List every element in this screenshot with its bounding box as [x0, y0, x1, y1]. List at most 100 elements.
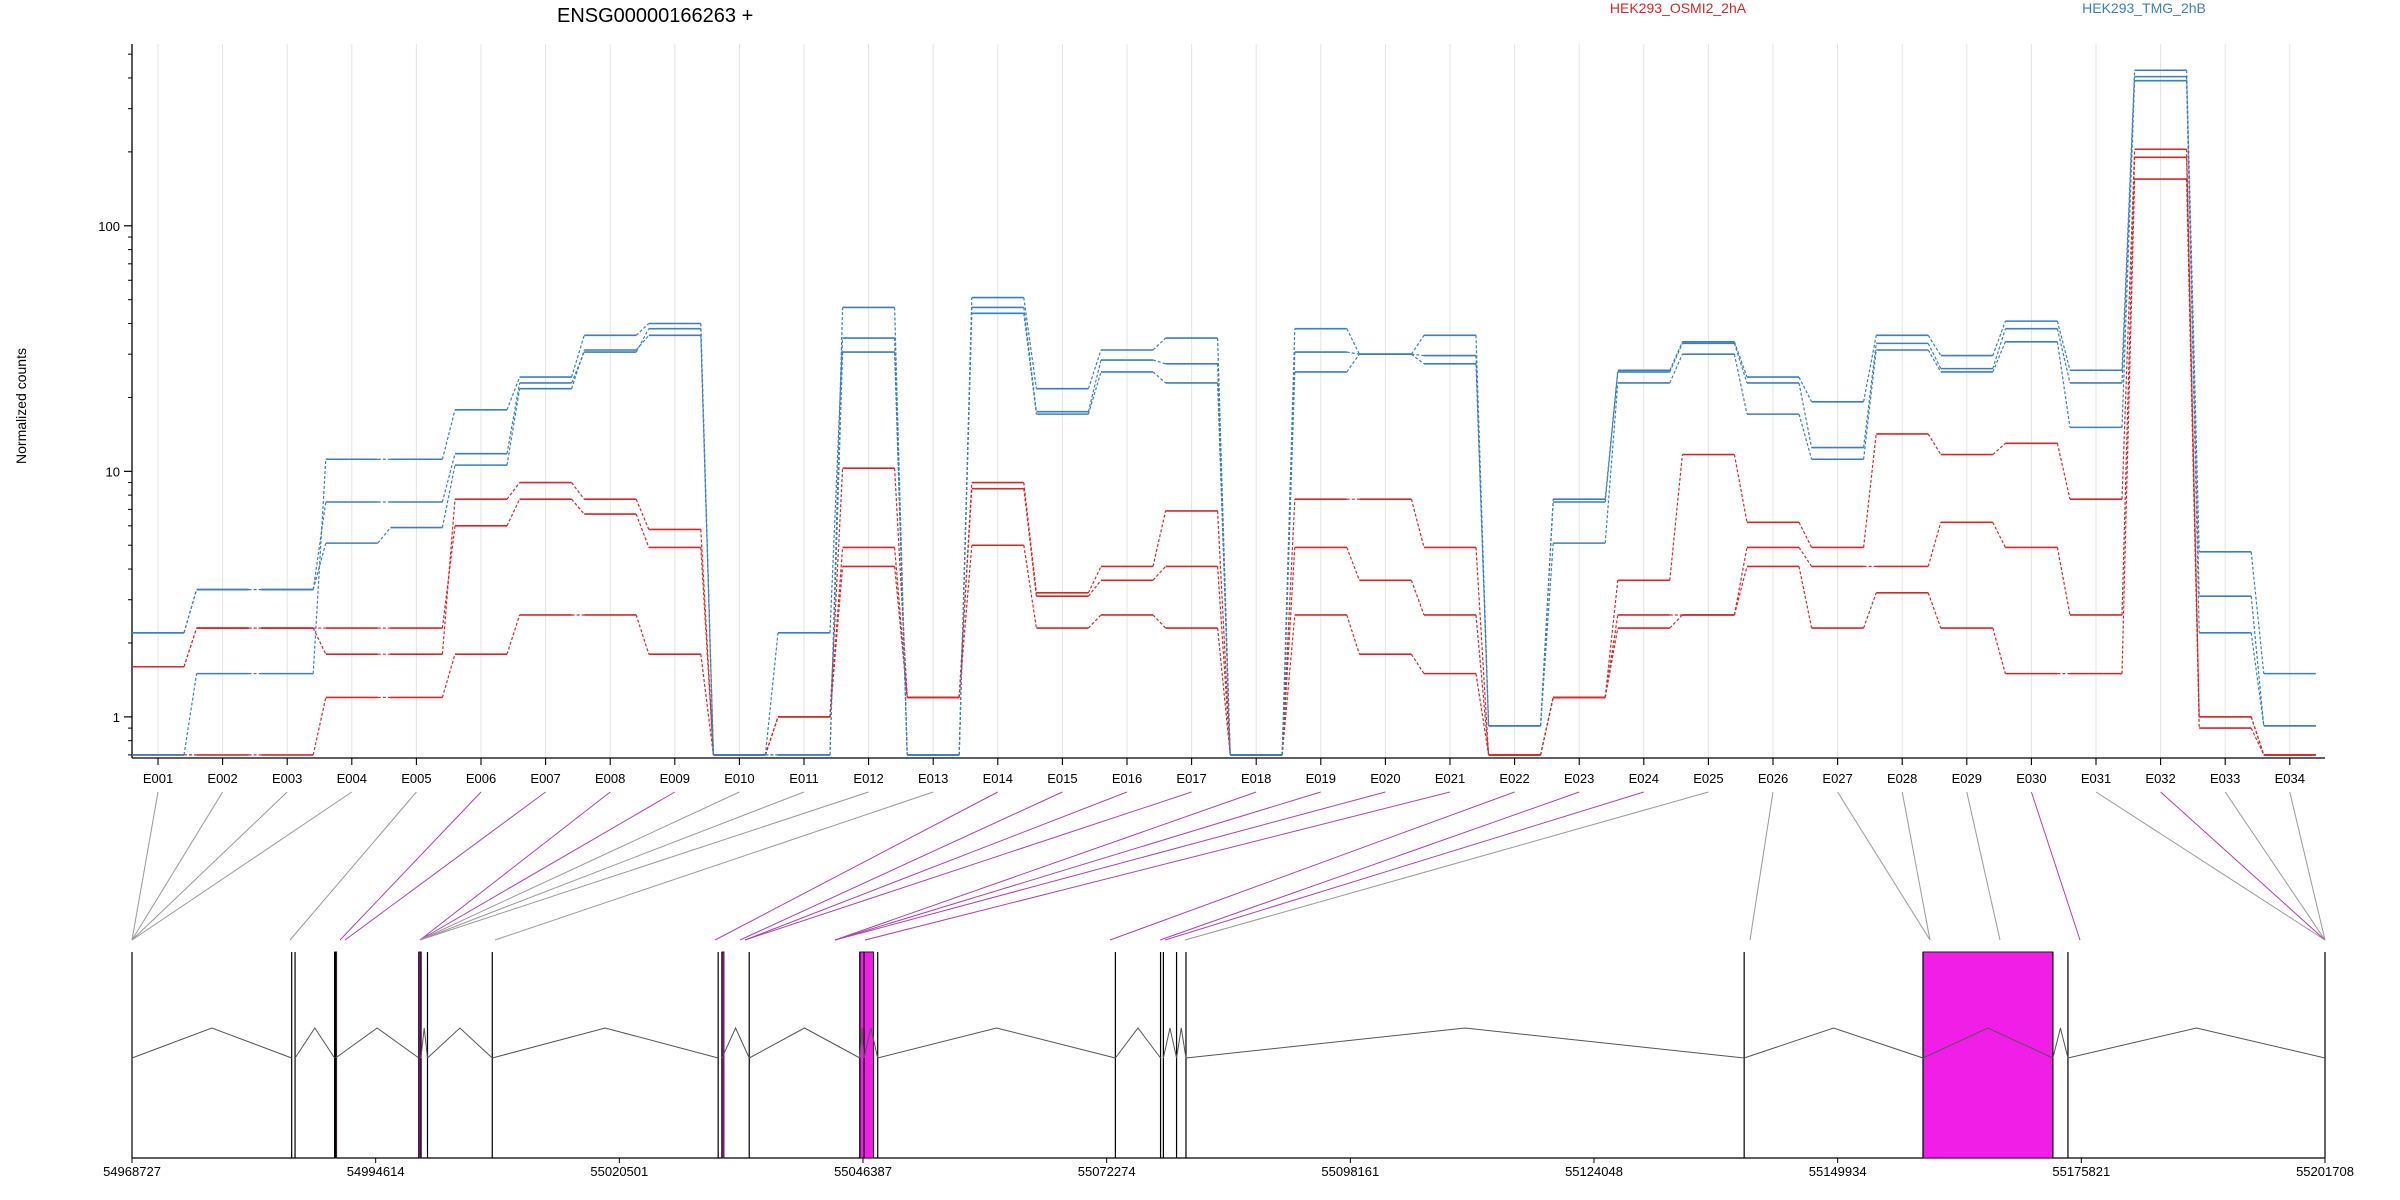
series-3-transition — [1281, 499, 1296, 755]
legend-entry-1: HEK293_OSMI2_2hA — [1610, 0, 1747, 16]
series-6-transition — [635, 323, 650, 336]
connector-E013 — [494, 791, 934, 941]
series-2-transition — [1992, 522, 2006, 548]
coordinate-label: 54994614 — [347, 1164, 405, 1179]
series-4-transition — [1798, 413, 1813, 460]
series-6-transition — [1475, 335, 1490, 726]
connector-E032 — [2160, 791, 2326, 941]
series-4-transition — [2121, 80, 2136, 428]
connector-E031 — [2095, 791, 2326, 941]
series-1-transition — [1023, 545, 1037, 629]
intron — [2067, 1027, 2326, 1059]
connector-E023 — [1159, 791, 1580, 941]
series-3-transition — [1927, 433, 1942, 455]
exon-block-highlighted — [859, 951, 874, 1159]
connector-E027 — [1837, 791, 1931, 941]
series-6-transition — [2056, 320, 2071, 371]
series-6-transition — [2121, 70, 2136, 371]
intron — [492, 1027, 719, 1059]
series-5-transition — [1733, 343, 1748, 384]
intron — [131, 1027, 292, 1059]
x-tick-label: E030 — [2016, 771, 2046, 786]
series-4-transition — [1863, 349, 1877, 460]
x-tick-label: E020 — [1370, 771, 1400, 786]
series-2-transition — [312, 697, 327, 756]
series-6-transition — [958, 297, 973, 755]
series-6-transition — [312, 459, 327, 674]
series-5-transition — [1927, 343, 1942, 369]
connector-E017 — [744, 791, 1192, 941]
series-6-transition — [1217, 338, 1231, 755]
connector-E011 — [419, 791, 805, 941]
series-5-transition — [2056, 328, 2071, 384]
series-3-transition — [183, 627, 198, 667]
series-5-transition — [2250, 596, 2265, 726]
connector-E001 — [131, 791, 159, 941]
series-6-transition — [1733, 341, 1748, 378]
series-6-transition — [700, 323, 714, 755]
series-2-transition — [1152, 566, 1167, 581]
series-2-transition — [1346, 547, 1360, 581]
series-6-transition — [1152, 337, 1167, 351]
series-4-transition — [1604, 382, 1619, 544]
x-tick-label: E013 — [918, 771, 948, 786]
series-4-transition — [1669, 353, 1683, 384]
series-3-transition — [1669, 454, 1683, 581]
series-6-transition — [1669, 341, 1683, 371]
series-4-transition — [441, 464, 456, 528]
series-4-transition — [1992, 341, 2006, 373]
series-1-transition — [1475, 673, 1490, 756]
x-tick-label: E002 — [207, 771, 237, 786]
intron — [1176, 1027, 1187, 1059]
connector-E019 — [834, 791, 1321, 941]
series-3-transition — [958, 482, 973, 698]
intron — [863, 1027, 879, 1059]
series-6-transition — [1087, 349, 1102, 389]
series-6-transition — [829, 307, 844, 755]
series-1-transition — [1992, 627, 2006, 674]
connector-E025 — [1184, 791, 1709, 941]
series-6-transition — [1540, 499, 1554, 726]
intron — [1162, 1027, 1178, 1059]
series-6-transition — [1604, 370, 1619, 500]
series-1-transition — [2121, 179, 2136, 674]
series-2-transition — [2121, 157, 2136, 615]
series-3-transition — [2250, 716, 2265, 756]
series-6-transition — [1863, 335, 1877, 402]
series-1-transition — [1410, 653, 1425, 674]
series-1-transition — [1281, 614, 1296, 755]
series-5-transition — [1798, 382, 1813, 448]
series-3-transition — [1798, 522, 1813, 548]
series-3-transition — [1733, 454, 1748, 523]
series-2-transition — [441, 654, 456, 698]
series-3-transition — [2056, 443, 2071, 500]
series-5-transition — [183, 589, 198, 633]
x-tick-label: E015 — [1047, 771, 1077, 786]
exon-block-highlighted — [1922, 951, 2054, 1159]
series-5-transition — [571, 351, 585, 384]
x-tick-label: E014 — [983, 771, 1013, 786]
series-5-transition — [506, 382, 521, 454]
connector-E010 — [419, 791, 740, 941]
connector-E003 — [131, 791, 288, 941]
series-1-transition — [1087, 614, 1102, 629]
x-tick-label: E019 — [1306, 771, 1336, 786]
series-3-transition — [635, 498, 650, 530]
series-6-transition — [1798, 376, 1813, 403]
series-6-transition — [1023, 297, 1037, 389]
series-3-transition — [1087, 566, 1102, 594]
series-2-transition — [2056, 547, 2071, 616]
series-2-transition — [700, 654, 714, 755]
x-tick-label: E012 — [853, 771, 883, 786]
series-2-transition — [829, 547, 844, 717]
y-axis-label-group: Normalized counts — [13, 348, 29, 464]
series-1-transition — [1733, 566, 1748, 616]
series-2-transition — [1475, 614, 1490, 755]
series-2-transition — [1410, 580, 1425, 616]
intron — [721, 1026, 750, 1059]
series-5-transition — [2186, 76, 2200, 597]
intron — [877, 1027, 1116, 1059]
series-5-transition — [1411, 353, 1425, 357]
x-tick-label: E001 — [143, 771, 173, 786]
series-5-transition — [1669, 343, 1683, 373]
